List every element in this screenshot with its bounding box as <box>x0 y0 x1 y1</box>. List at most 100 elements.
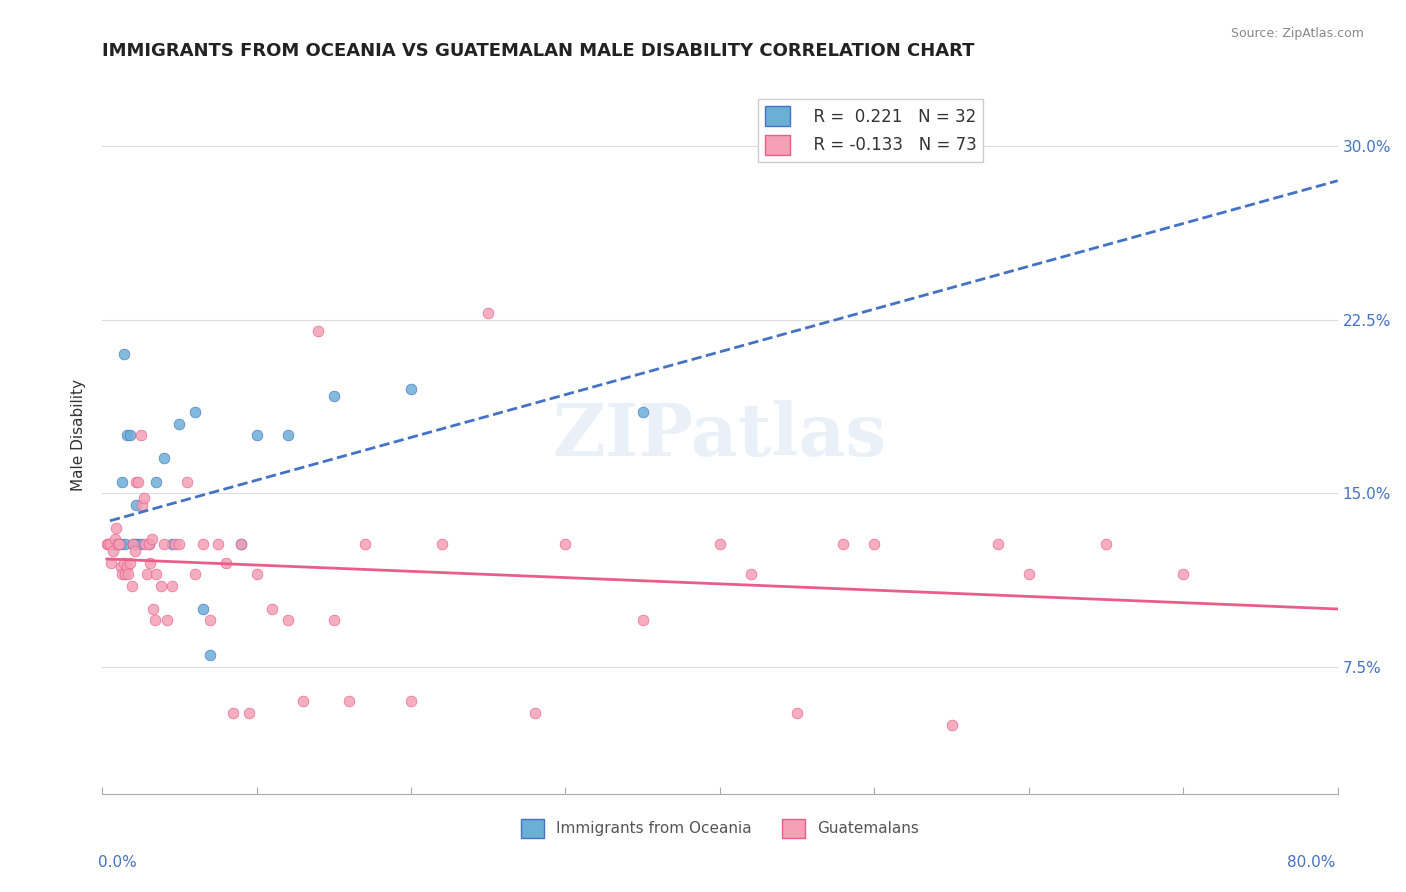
Point <box>554 537 576 551</box>
Point <box>115 428 138 442</box>
Point <box>863 537 886 551</box>
Point <box>115 560 138 574</box>
Point <box>184 405 207 419</box>
Point <box>132 491 155 505</box>
Point <box>122 537 145 551</box>
Point <box>129 537 152 551</box>
Point <box>231 537 253 551</box>
Point <box>131 498 153 512</box>
Point <box>134 537 156 551</box>
Point <box>246 567 269 582</box>
Legend: Immigrants from Oceania, Guatemalans: Immigrants from Oceania, Guatemalans <box>515 813 925 844</box>
Point <box>322 389 344 403</box>
Point <box>118 428 141 442</box>
Point <box>1018 567 1040 582</box>
Point <box>107 537 129 551</box>
Point <box>124 537 146 551</box>
Point <box>98 537 121 551</box>
Point <box>108 537 131 551</box>
Point <box>786 706 808 720</box>
Point <box>832 537 855 551</box>
Point <box>215 556 238 570</box>
Point <box>127 537 149 551</box>
Point <box>153 451 176 466</box>
Point <box>101 544 124 558</box>
Point <box>246 428 269 442</box>
Point <box>156 614 179 628</box>
Point <box>139 556 162 570</box>
Point <box>125 475 148 489</box>
Point <box>98 537 121 551</box>
Point <box>143 614 166 628</box>
Point <box>430 537 453 551</box>
Point <box>101 537 124 551</box>
Text: 80.0%: 80.0% <box>1288 855 1336 870</box>
Point <box>163 537 186 551</box>
Point <box>103 537 125 551</box>
Text: ZIPatlas: ZIPatlas <box>553 400 887 471</box>
Point <box>337 694 360 708</box>
Point <box>160 537 183 551</box>
Point <box>122 537 145 551</box>
Point <box>121 579 143 593</box>
Point <box>136 567 159 582</box>
Point <box>112 347 135 361</box>
Point <box>307 324 329 338</box>
Point <box>111 475 134 489</box>
Point <box>184 567 207 582</box>
Point <box>105 521 128 535</box>
Point <box>160 579 183 593</box>
Text: 0.0%: 0.0% <box>98 855 138 870</box>
Point <box>276 614 298 628</box>
Point <box>129 428 152 442</box>
Point <box>138 537 160 551</box>
Point <box>127 475 149 489</box>
Point <box>145 475 167 489</box>
Point <box>142 602 165 616</box>
Point <box>105 537 128 551</box>
Point <box>112 556 135 570</box>
Point <box>291 694 314 708</box>
Point <box>110 560 132 574</box>
Point <box>114 537 136 551</box>
Point <box>207 537 229 551</box>
Point <box>262 602 284 616</box>
Point <box>153 537 176 551</box>
Point <box>1173 567 1195 582</box>
Point <box>111 567 134 582</box>
Point <box>353 537 375 551</box>
Point <box>941 717 963 731</box>
Point <box>709 537 731 551</box>
Point <box>477 306 499 320</box>
Point <box>631 405 654 419</box>
Point <box>141 533 163 547</box>
Point <box>125 498 148 512</box>
Point <box>740 567 762 582</box>
Point <box>138 537 160 551</box>
Point <box>103 533 125 547</box>
Point <box>145 567 167 582</box>
Point <box>100 537 122 551</box>
Point <box>191 602 214 616</box>
Point <box>322 614 344 628</box>
Point <box>1095 537 1118 551</box>
Point <box>114 567 136 582</box>
Point <box>200 648 222 662</box>
Point <box>149 579 172 593</box>
Point <box>169 537 191 551</box>
Point <box>96 537 118 551</box>
Text: IMMIGRANTS FROM OCEANIA VS GUATEMALAN MALE DISABILITY CORRELATION CHART: IMMIGRANTS FROM OCEANIA VS GUATEMALAN MA… <box>103 42 974 60</box>
Point <box>631 614 654 628</box>
Point <box>100 556 122 570</box>
Point <box>231 537 253 551</box>
Point <box>200 614 222 628</box>
Point <box>110 537 132 551</box>
Point <box>399 382 422 396</box>
Point <box>117 567 139 582</box>
Point <box>399 694 422 708</box>
Y-axis label: Male Disability: Male Disability <box>72 379 86 491</box>
Point <box>191 537 214 551</box>
Point <box>523 706 546 720</box>
Text: Source: ZipAtlas.com: Source: ZipAtlas.com <box>1230 27 1364 40</box>
Point <box>222 706 245 720</box>
